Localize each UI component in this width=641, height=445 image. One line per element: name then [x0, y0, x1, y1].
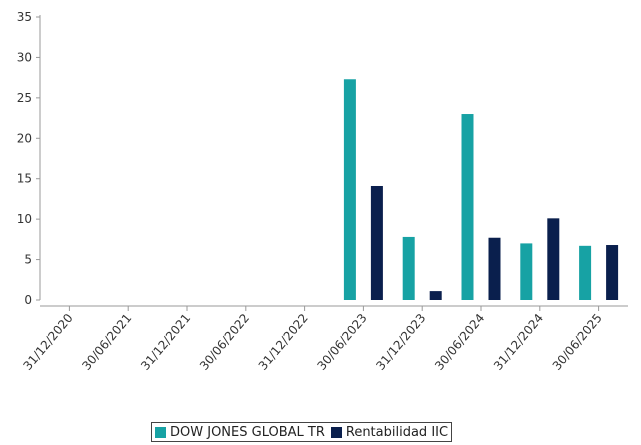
x-tick-label: 31/12/2023 [373, 311, 428, 373]
y-tick-label: 15 [17, 172, 32, 186]
x-tick-label: 30/06/2021 [79, 311, 134, 373]
legend: DOW JONES GLOBAL TR Rentabilidad IIC [151, 422, 453, 442]
y-tick-label: 30 [17, 50, 32, 64]
bar [488, 237, 501, 300]
legend-label-dow-jones: DOW JONES GLOBAL TR [170, 424, 325, 440]
bar [461, 114, 474, 301]
x-tick-label: 31/12/2020 [21, 311, 76, 373]
y-tick-label: 10 [17, 212, 32, 226]
y-tick-label: 25 [17, 91, 32, 105]
x-tick-label: 30/06/2023 [315, 311, 370, 373]
y-tick-label: 35 [17, 10, 32, 24]
bar [429, 291, 442, 300]
x-tick-label: 30/06/2024 [432, 311, 487, 373]
bar [606, 245, 619, 300]
x-tick-label: 31/12/2021 [138, 311, 193, 373]
legend-item-rentabilidad[interactable]: Rentabilidad IIC [330, 424, 449, 440]
bar [402, 236, 415, 300]
legend-swatch-rentabilidad [330, 426, 342, 438]
legend-item-dow-jones[interactable]: DOW JONES GLOBAL TR [155, 425, 325, 440]
x-tick-label: 30/06/2022 [197, 311, 252, 373]
bar [547, 218, 560, 300]
y-tick-label: 20 [17, 131, 32, 145]
y-tick-label: 5 [24, 253, 32, 267]
x-tick-label: 31/12/2022 [256, 311, 311, 373]
bar [343, 79, 356, 300]
x-tick-label: 31/12/2024 [491, 311, 546, 373]
x-tick-label: 30/06/2025 [550, 311, 605, 373]
legend-swatch-dow-jones [155, 426, 166, 438]
bar [370, 185, 383, 300]
bar [579, 245, 592, 300]
legend-label-rentabilidad: Rentabilidad IIC [345, 424, 449, 440]
bar [520, 243, 533, 300]
y-tick-label: 0 [24, 293, 32, 307]
